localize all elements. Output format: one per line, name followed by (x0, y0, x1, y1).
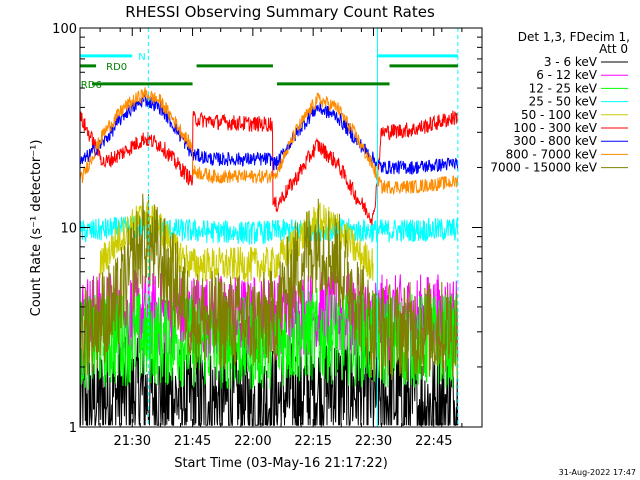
flags-layer: N RD0 RD6 (80, 28, 459, 427)
legend-label-1: 6 - 12 keV (536, 68, 598, 82)
legend-label-0: 3 - 6 keV (544, 55, 598, 69)
x-tick-label-1: 21:45 (174, 434, 211, 449)
chart-title: RHESSI Observing Summary Count Rates (125, 3, 435, 21)
legend-label-7: 800 - 7000 keV (506, 147, 598, 161)
legend-label-4: 50 - 100 keV (521, 108, 598, 122)
series-0-line (80, 333, 459, 427)
legend-label-5: 100 - 300 keV (513, 121, 597, 135)
legend-header-line-1: Det 1,3, FDecim 1, (518, 30, 630, 44)
legend-label-6: 300 - 800 keV (513, 134, 597, 148)
x-tick-label-4: 22:30 (355, 434, 392, 449)
legend-header-line-2: Att 0 (599, 42, 628, 56)
y-tick-label-1: 10 (60, 222, 77, 237)
x-tick-label-5: 22:45 (415, 434, 452, 449)
legend-label-2: 12 - 25 keV (529, 81, 598, 95)
y-tick-label-2: 100 (52, 22, 77, 37)
series-4-line (99, 201, 374, 283)
axis-layer: 21:30 21:45 22:00 22:15 22:30 22:45 1 10 100 (52, 22, 483, 449)
legend-label-8: 7000 - 15000 keV (490, 161, 597, 175)
footer-date: 31-Aug-2022 17:47 (559, 468, 636, 477)
series-7-line (80, 87, 459, 196)
flag-n-label: N (138, 52, 145, 63)
flag-rd0-label: RD0 (106, 62, 127, 73)
series-8-line (80, 193, 459, 381)
series-layer (80, 87, 459, 427)
series-5-line (80, 110, 459, 226)
x-axis-label: Start Time (03-May-16 21:17:22) (174, 456, 388, 471)
x-tick-label-2: 22:00 (234, 434, 271, 449)
x-tick-label-3: 22:15 (294, 434, 331, 449)
y-axis-label: Count Rate (s⁻¹ detector⁻¹) (29, 140, 44, 317)
y-tick-label-0: 1 (69, 421, 77, 436)
x-tick-label-0: 21:30 (114, 434, 151, 449)
flag-rd6-label: RD6 (81, 80, 102, 91)
legend-label-3: 25 - 50 keV (529, 95, 598, 109)
